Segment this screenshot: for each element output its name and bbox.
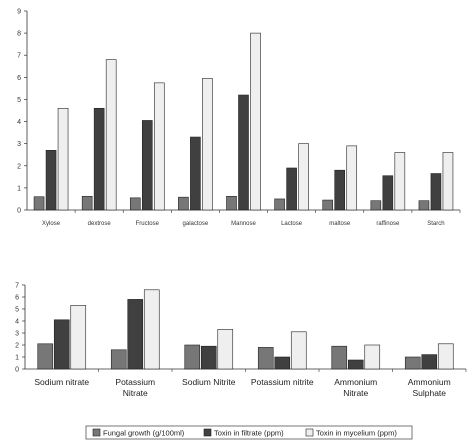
x-category-label: Fructose (136, 221, 160, 227)
x-category-label: maltose (329, 221, 351, 227)
bar-fungal-growth (257, 347, 274, 370)
bar-toxin-mycelium (442, 152, 454, 211)
bar-toxin-mycelium (153, 82, 165, 211)
y-tick-label: 7 (17, 53, 21, 60)
x-category-label: raffinose (376, 221, 400, 227)
x-category-label: galactose (183, 221, 209, 227)
bar-toxin-filtrate (200, 345, 217, 370)
bar-toxin-mycelium (394, 152, 406, 211)
x-category-label: Ammonium (334, 377, 377, 387)
legend-frame (85, 425, 413, 440)
y-tick-label: 6 (17, 75, 21, 82)
bar-fungal-growth (370, 200, 382, 211)
x-category-label: Xylose (42, 221, 61, 227)
y-tick-label: 3 (17, 141, 21, 148)
x-category-label: dextrose (88, 221, 112, 227)
chart-top: 0 1 2 3 4 5 6 7 8 9 Xylose dextrose Fructose galactos… (17, 9, 461, 227)
y-tick-label: 0 (17, 208, 21, 215)
bar-toxin-filtrate (93, 107, 105, 211)
bar-fungal-growth (33, 196, 45, 211)
y-tick-label: 4 (17, 119, 21, 126)
y-tick-label: 6 (15, 295, 19, 302)
bar-fungal-growth (178, 196, 189, 211)
y-tick-label: 9 (17, 9, 21, 16)
bar-toxin-filtrate (347, 359, 364, 370)
y-tick-label: 8 (17, 31, 21, 38)
bar-toxin-mycelium (298, 143, 309, 211)
bar-fungal-growth (404, 356, 421, 370)
bar-toxin-filtrate (382, 175, 394, 211)
bar-toxin-mycelium (364, 344, 381, 370)
bar-toxin-filtrate (141, 120, 153, 211)
bar-toxin-mycelium (105, 59, 117, 211)
bar-fungal-growth (110, 349, 127, 370)
y-tick-label: 1 (15, 355, 19, 362)
bar-toxin-mycelium (202, 78, 213, 211)
legend-swatch-toxin-mycelium (305, 428, 314, 437)
bar-toxin-mycelium (143, 289, 160, 370)
x-category-label: Lactose (281, 221, 303, 227)
bar-toxin-mycelium (346, 145, 358, 211)
y-tick-label: 1 (17, 185, 21, 192)
bar-toxin-mycelium (57, 107, 69, 211)
legend-swatch-fungal-growth (92, 428, 101, 437)
y-tick-label: 0 (15, 367, 19, 374)
bar-fungal-growth (418, 200, 430, 211)
bar-toxin-mycelium (290, 331, 307, 370)
y-tick-label: 2 (15, 343, 19, 350)
legend-label-toxin-filtrate: Toxin in filtrate (ppm) (214, 429, 284, 438)
y-tick-label: 2 (17, 163, 21, 170)
bar-toxin-filtrate (45, 150, 57, 211)
x-category-label: Nitrate (343, 388, 368, 398)
bar-fungal-growth (81, 195, 93, 211)
y-tick-label: 7 (15, 283, 19, 290)
bar-fungal-growth (129, 197, 141, 211)
y-tick-label: 5 (17, 97, 21, 104)
bar-toxin-filtrate (286, 167, 297, 211)
bar-toxin-mycelium (250, 32, 261, 211)
legend: Fungal growth (g/100ml) Toxin in filtrat… (85, 425, 413, 440)
x-category-label: Ammonium (408, 377, 451, 387)
bar-fungal-growth (226, 195, 237, 211)
legend-label-fungal-growth: Fungal growth (g/100ml) (103, 429, 185, 438)
x-category-label: Potassium nitrite (251, 377, 314, 387)
bar-fungal-growth (322, 199, 334, 211)
bar-toxin-filtrate (421, 354, 438, 370)
bar-toxin-filtrate (334, 169, 346, 211)
bar-fungal-growth (274, 198, 285, 211)
bar-toxin-mycelium (70, 305, 87, 370)
bar-toxin-filtrate (127, 299, 144, 370)
bar-toxin-mycelium (217, 329, 234, 370)
x-category-label: Sodium nitrate (34, 377, 89, 387)
bar-fungal-growth (37, 343, 54, 370)
bar-toxin-filtrate (238, 94, 249, 211)
bar-toxin-filtrate (53, 319, 70, 370)
bar-toxin-filtrate (430, 173, 442, 211)
y-tick-label: 4 (15, 319, 19, 326)
x-category-label: Sulphate (412, 388, 446, 398)
y-tick-label: 3 (15, 331, 19, 338)
x-category-label: Starch (427, 221, 444, 227)
bar-fungal-growth (331, 345, 348, 370)
x-category-label: Sodium Nitrite (182, 377, 236, 387)
x-category-label: Potassium (115, 377, 155, 387)
bar-toxin-filtrate (274, 356, 291, 370)
bar-fungal-growth (184, 344, 201, 370)
y-tick-label: 5 (15, 307, 19, 314)
legend-label-toxin-mycelium: Toxin in mycelium (ppm) (316, 429, 397, 438)
bar-toxin-filtrate (190, 136, 201, 211)
legend-swatch-toxin-filtrate (203, 428, 212, 437)
x-category-label: Mannose (231, 221, 256, 227)
x-category-label: Nitrate (123, 388, 148, 398)
bar-toxin-mycelium (437, 343, 454, 370)
